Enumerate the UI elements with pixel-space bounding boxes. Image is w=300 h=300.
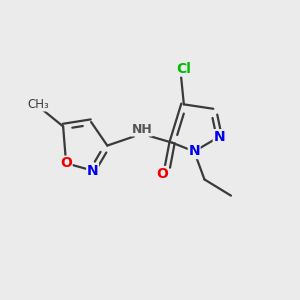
Text: N: N xyxy=(87,164,98,178)
Text: NH: NH xyxy=(131,123,152,136)
Text: N: N xyxy=(213,130,225,144)
Text: O: O xyxy=(156,167,168,181)
Text: CH₃: CH₃ xyxy=(27,98,49,111)
Text: O: O xyxy=(60,156,72,170)
Text: Cl: Cl xyxy=(176,62,191,76)
Text: N: N xyxy=(188,145,200,158)
